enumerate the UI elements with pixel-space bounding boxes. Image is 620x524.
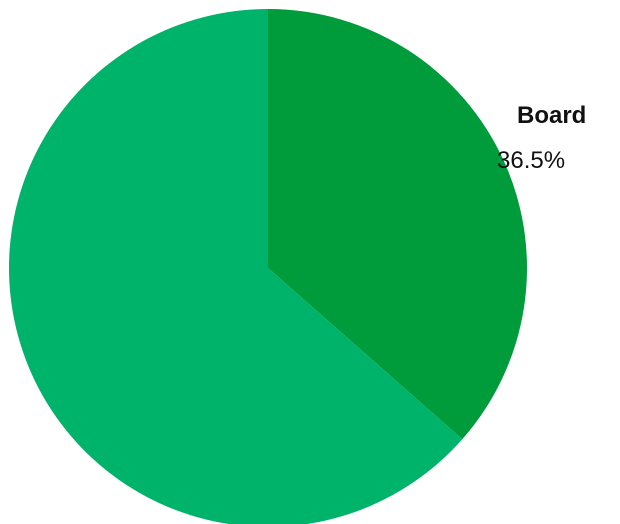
pie-slices: [9, 9, 527, 524]
slice-label-board-name: Board: [517, 102, 586, 129]
pie-slice-board: [268, 9, 527, 440]
slice-label-board-value: 36.5%: [497, 147, 565, 174]
pie-labels: Board 36.5%: [497, 102, 586, 174]
pie-slice-slice-1: [9, 9, 463, 524]
